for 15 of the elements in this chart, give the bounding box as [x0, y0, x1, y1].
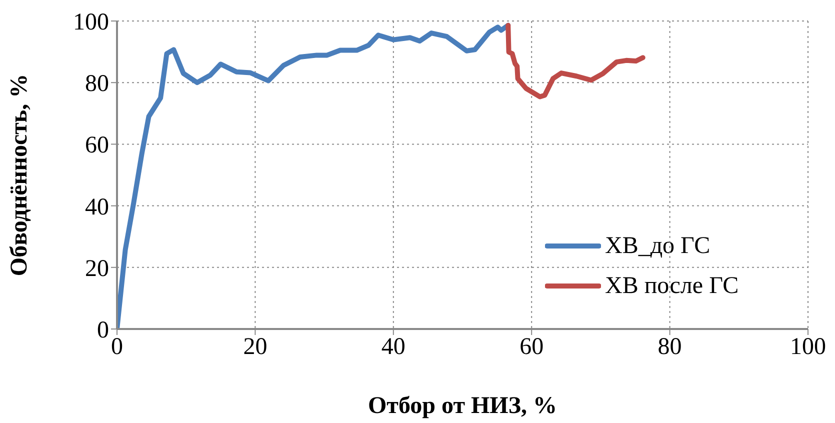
- y-tick-label: 80: [85, 71, 109, 98]
- x-tick-label: 40: [381, 334, 406, 360]
- x-tick-label: 80: [658, 334, 682, 360]
- legend-label: ХВ после ГС: [605, 272, 739, 301]
- y-tick-label: 20: [85, 256, 109, 282]
- y-tick-label: 40: [85, 194, 109, 220]
- y-tick-label: 0: [97, 318, 109, 344]
- x-tick-label: 20: [243, 334, 268, 360]
- x-tick-label: 100: [790, 334, 826, 360]
- x-tick-label: 60: [520, 334, 544, 360]
- y-axis-title: Обводнённость, %: [6, 74, 33, 276]
- y-tick-label: 100: [73, 10, 109, 36]
- x-axis-title: Отбор от НИЗ, %: [368, 393, 557, 419]
- y-tick-label: 60: [85, 132, 109, 159]
- legend-label: ХВ_до ГС: [605, 232, 710, 261]
